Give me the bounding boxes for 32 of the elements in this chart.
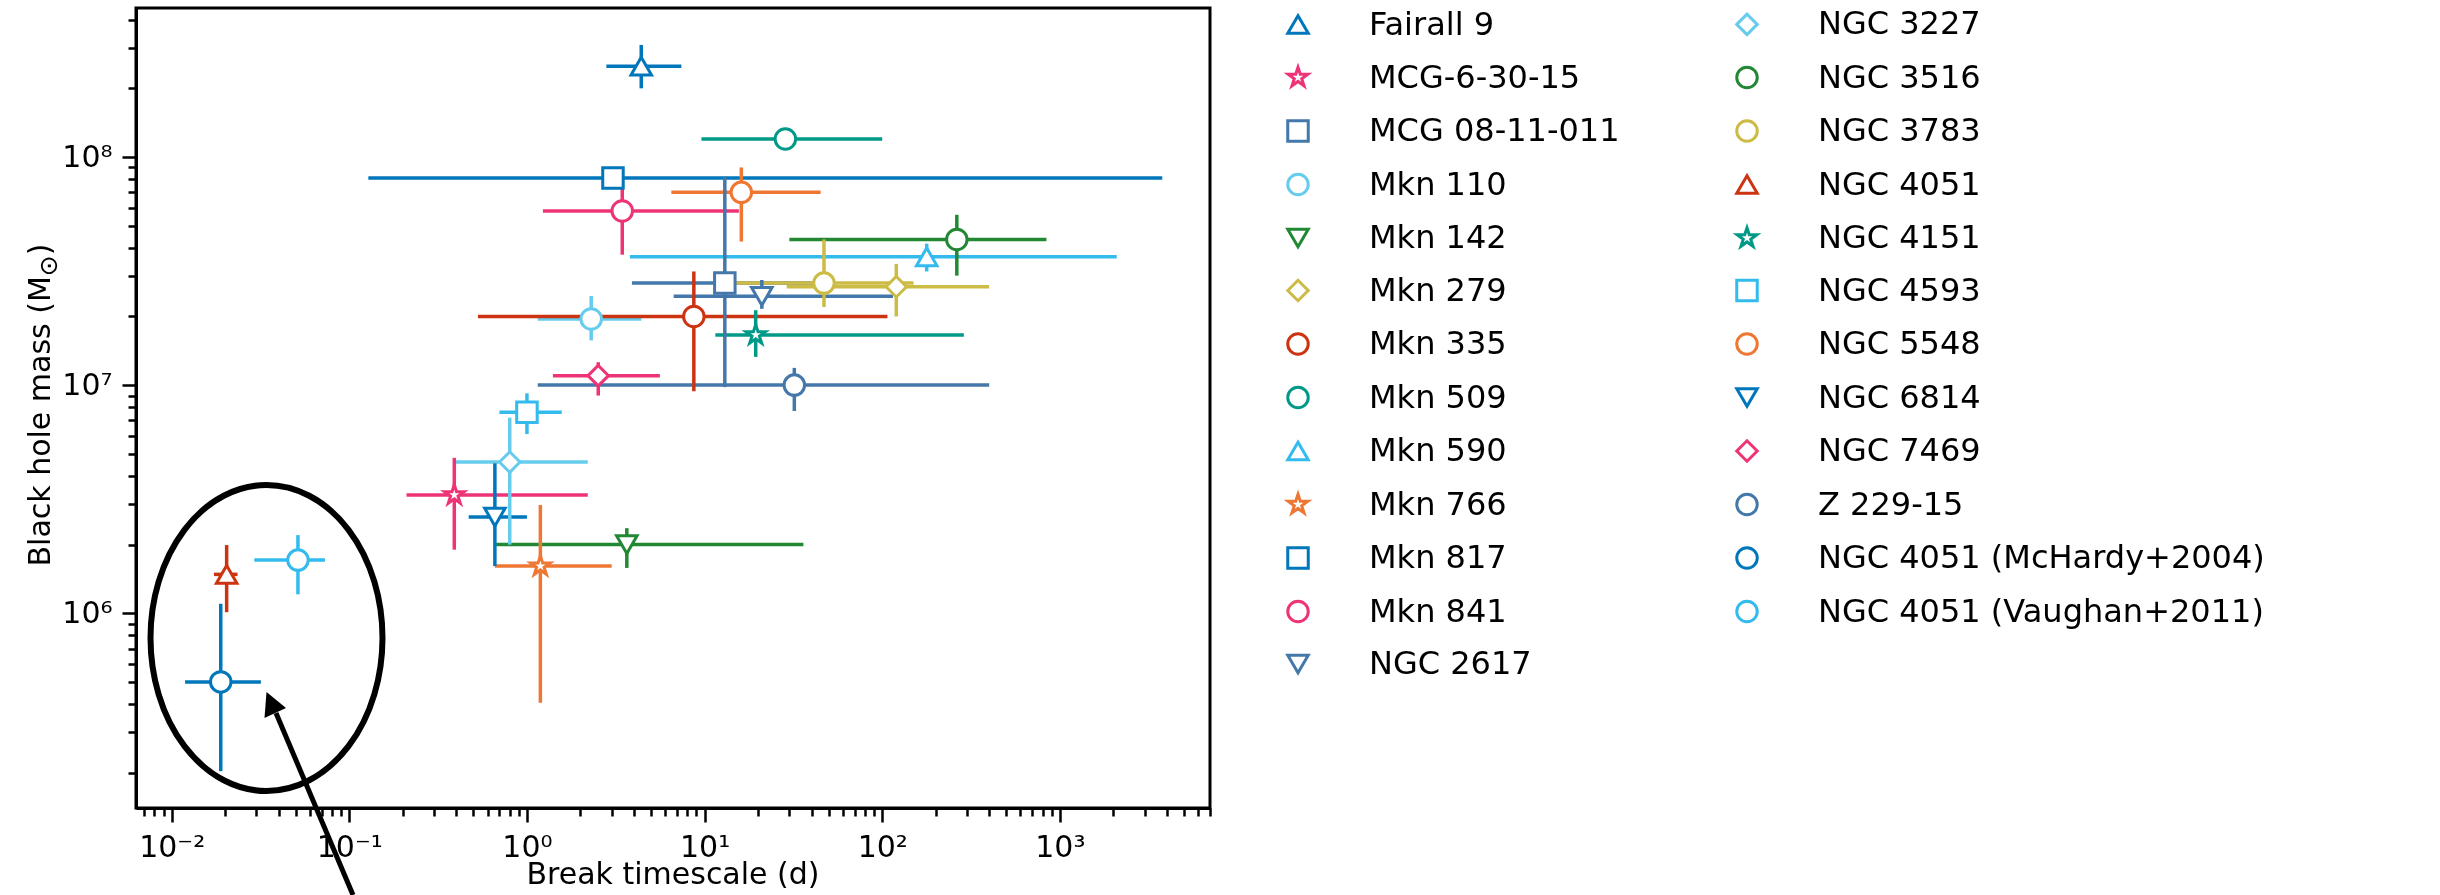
legend-label: Mkn 335	[1369, 324, 1507, 362]
legend-label: NGC 3227	[1818, 4, 1981, 43]
legend-label: Mkn 509	[1369, 377, 1507, 416]
legend-label: NGC 4593	[1818, 270, 1981, 309]
x-tick-label: 10³	[1035, 828, 1086, 864]
legend-label: Mkn 841	[1369, 591, 1507, 630]
legend-label: NGC 2617	[1369, 644, 1532, 682]
legend-label: NGC 6814	[1818, 377, 1981, 416]
legend-label: NGC 5548	[1818, 324, 1981, 362]
y-tick-label: 10⁷	[62, 366, 113, 402]
legend-label: Mkn 766	[1369, 484, 1507, 523]
legend-label: MCG-6-30-15	[1369, 57, 1581, 96]
x-tick-label: 10⁻²	[139, 828, 206, 864]
legend-label: Mkn 110	[1369, 164, 1507, 203]
legend-label: NGC 7469	[1818, 431, 1981, 469]
legend-label: Mkn 590	[1369, 431, 1507, 469]
x-tick-label: 10²	[857, 828, 908, 864]
y-tick-label: 10⁶	[62, 594, 113, 630]
legend-label: NGC 4051 (McHardy+2004)	[1818, 538, 2265, 576]
legend-label: NGC 4051 (Vaughan+2011)	[1818, 591, 2264, 630]
legend-label: NGC 4151	[1818, 218, 1981, 256]
legend-label: Mkn 142	[1369, 218, 1507, 256]
legend-label: Mkn 279	[1369, 270, 1507, 309]
legend-label: NGC 3516	[1818, 57, 1981, 96]
legend-label: Z 229-15	[1818, 484, 1964, 523]
legend-label: MCG 08-11-011	[1369, 111, 1620, 149]
legend-label: NGC 3783	[1818, 111, 1981, 149]
legend-label: Fairall 9	[1369, 4, 1495, 43]
legend-label: Mkn 817	[1369, 538, 1507, 576]
legend-label: NGC 4051	[1818, 164, 1981, 203]
y-tick-label: 10⁸	[62, 138, 113, 174]
x-tick-label: 10¹	[679, 828, 731, 864]
